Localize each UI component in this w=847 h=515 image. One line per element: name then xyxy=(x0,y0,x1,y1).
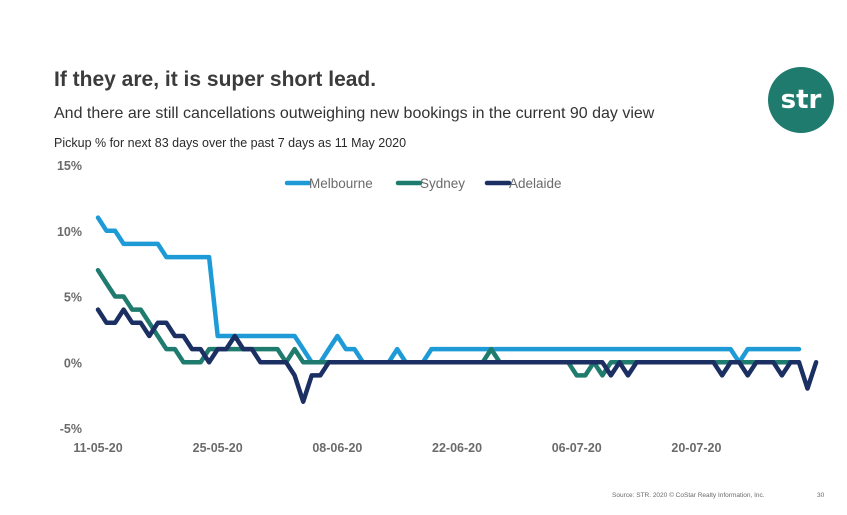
slide-subtitle: And there are still cancellations outwei… xyxy=(54,105,655,122)
legend: Melbourne Sydney Adelaide xyxy=(284,176,562,191)
slide-title: If they are, it is super short lead. xyxy=(54,68,377,91)
x-tick-label: 22-06-20 xyxy=(432,441,482,455)
y-tick-label: 15% xyxy=(57,159,82,173)
x-tick-label: 11-05-20 xyxy=(73,441,122,455)
series-line-adelaide xyxy=(95,307,819,404)
series-line-sydney xyxy=(95,267,802,378)
y-tick-label: 10% xyxy=(57,225,82,239)
y-tick-label: 0% xyxy=(64,356,82,370)
x-tick-label: 06-07-20 xyxy=(552,441,602,455)
y-axis: 15% 10% 5% 0% -5% xyxy=(57,159,82,436)
str-logo: str xyxy=(768,67,834,133)
x-tick-label: 08-06-20 xyxy=(312,441,362,455)
legend-label-sydney: Sydney xyxy=(420,176,465,191)
chart-caption: Pickup % for next 83 days over the past … xyxy=(54,136,407,150)
x-tick-label: 25-05-20 xyxy=(193,441,243,455)
series-line-melbourne xyxy=(95,215,802,365)
page-number: 30 xyxy=(817,492,825,499)
y-tick-label: -5% xyxy=(60,422,82,436)
legend-label-adelaide: Adelaide xyxy=(509,176,562,191)
x-tick-label: 20-07-20 xyxy=(671,441,721,455)
y-tick-label: 5% xyxy=(64,291,82,305)
x-axis: 11-05-20 25-05-20 08-06-20 22-06-20 06-07-20… xyxy=(73,441,721,455)
source-note: Source: STR. 2020 © CoStar Realty Inform… xyxy=(612,492,765,499)
series-group xyxy=(95,215,819,404)
logo-text: str xyxy=(780,85,822,115)
legend-label-melbourne: Melbourne xyxy=(309,176,373,191)
